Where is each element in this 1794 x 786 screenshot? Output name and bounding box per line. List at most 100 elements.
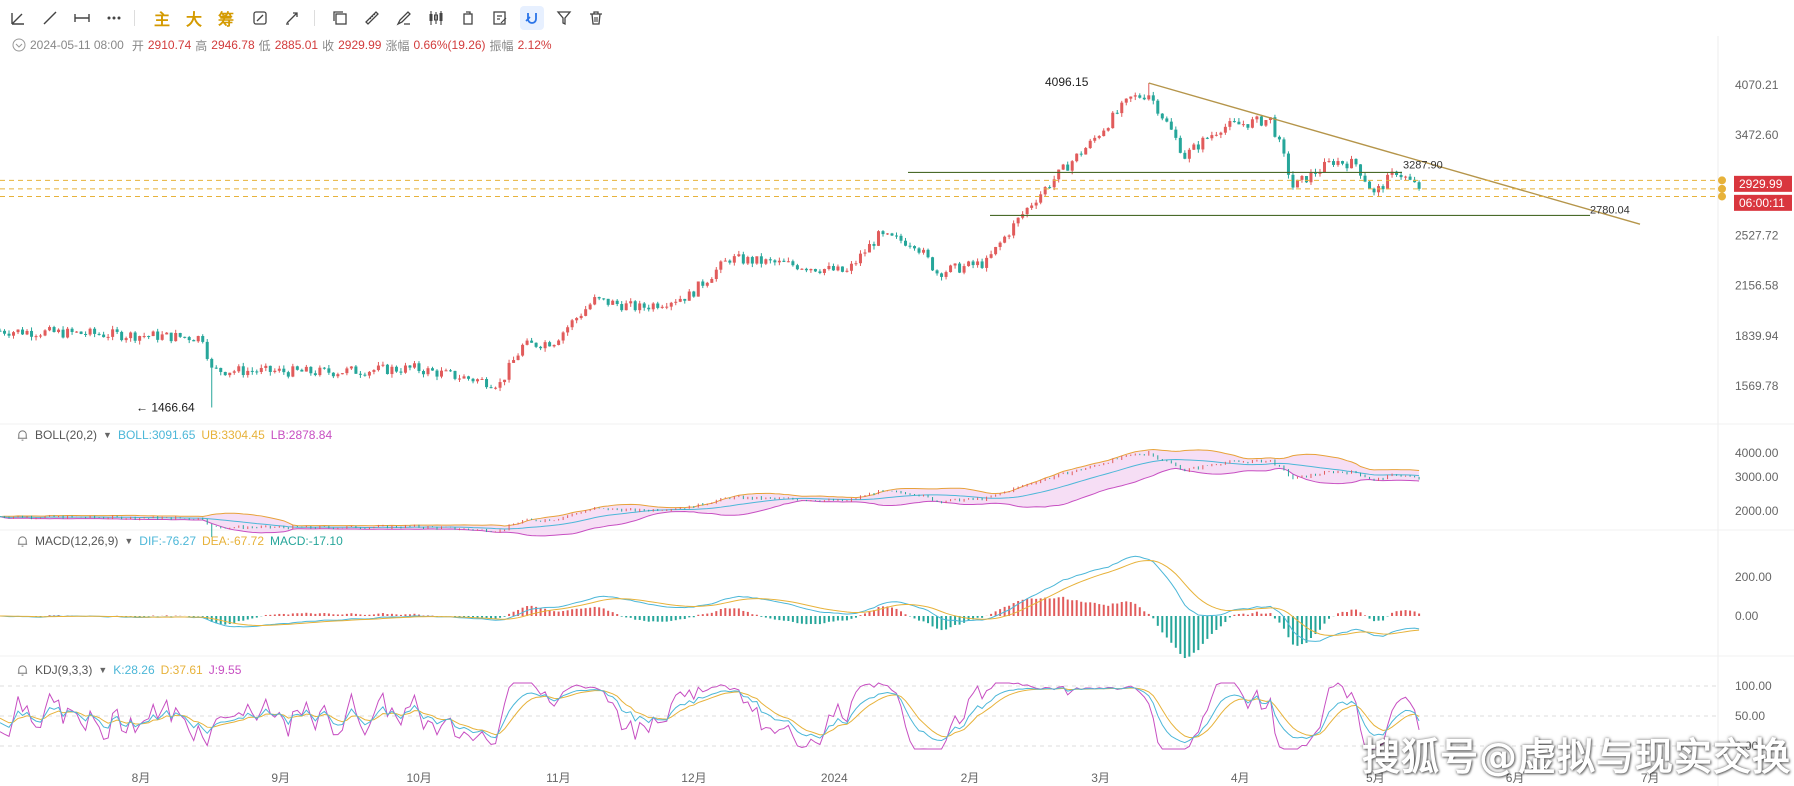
candle-body xyxy=(160,334,164,340)
alert-bell-icon[interactable] xyxy=(16,664,29,677)
candle-body xyxy=(129,332,133,339)
candle-body xyxy=(548,342,552,347)
price-tick-label: 1569.78 xyxy=(1735,379,1779,393)
edit-note-icon[interactable] xyxy=(488,6,512,30)
candle-body xyxy=(201,336,205,342)
candle-body xyxy=(1345,163,1349,169)
big-order-button[interactable]: 大 xyxy=(185,10,202,29)
candle-body xyxy=(264,365,268,368)
candle-body xyxy=(1030,205,1034,208)
main-chart-button[interactable]: 主 xyxy=(153,10,170,29)
candle-body xyxy=(949,265,953,273)
candle-body xyxy=(530,340,534,343)
line-tool-icon[interactable] xyxy=(38,6,62,30)
candle-body xyxy=(75,331,79,333)
candle-body xyxy=(831,265,835,271)
alert-bell-icon[interactable] xyxy=(16,429,29,442)
candle-body xyxy=(1228,121,1232,127)
magnet-icon[interactable] xyxy=(520,6,544,30)
ohlc-date: 2024-05-11 08:00 xyxy=(30,38,124,52)
more-tools-icon[interactable] xyxy=(102,6,126,30)
candle-body xyxy=(498,382,502,388)
candle-body xyxy=(417,363,421,372)
price-tag-box xyxy=(1734,175,1792,192)
candle-body xyxy=(147,336,151,338)
candle-body xyxy=(1327,161,1331,163)
candle-body xyxy=(1102,130,1106,137)
pen-icon[interactable] xyxy=(392,6,416,30)
delete-icon[interactable] xyxy=(584,6,608,30)
collapse-chevron-icon[interactable] xyxy=(12,38,26,52)
horizontal-ray-icon[interactable] xyxy=(70,6,94,30)
price-tick-label: 1839.94 xyxy=(1735,329,1779,343)
candle-body xyxy=(1093,137,1097,141)
candle-body xyxy=(908,245,912,247)
candle-body xyxy=(403,365,407,373)
trash-outline-icon[interactable] xyxy=(456,6,480,30)
candle-body xyxy=(926,249,930,258)
candle-body xyxy=(759,256,763,264)
high-annotation: 4096.15 xyxy=(1045,75,1089,89)
x-axis-tick-label: 7月 xyxy=(1641,771,1660,785)
filter-icon[interactable] xyxy=(552,6,576,30)
trend-line-angle-icon[interactable] xyxy=(6,6,30,30)
candle-body xyxy=(1196,144,1200,150)
candle-body xyxy=(458,378,462,380)
candle-body xyxy=(192,340,196,342)
candle-body xyxy=(48,327,52,331)
candle-body xyxy=(1115,112,1119,114)
candle-body xyxy=(467,376,471,379)
candle-body xyxy=(439,370,443,377)
price-line-handle xyxy=(1718,184,1726,193)
candle-body xyxy=(1169,121,1173,130)
price-tick-label: 2527.72 xyxy=(1735,228,1779,242)
candle-body xyxy=(237,366,241,372)
candle-body xyxy=(566,327,570,333)
candle-body xyxy=(142,336,146,338)
candle-body xyxy=(408,365,412,368)
candle-body xyxy=(1232,121,1236,123)
candle-body xyxy=(1309,172,1313,183)
kdj-name: KDJ(9,3,3) xyxy=(35,663,93,677)
copy-icon[interactable] xyxy=(328,6,352,30)
candle-body xyxy=(1048,187,1052,189)
kdj-d-value: D:37.61 xyxy=(160,663,203,677)
macd-dropdown-icon[interactable]: ▼ xyxy=(124,536,134,546)
candle-body xyxy=(156,331,160,340)
candle-body xyxy=(178,332,182,337)
candle-body xyxy=(1088,140,1092,149)
candlestick-icon[interactable] xyxy=(424,6,448,30)
candle-body xyxy=(61,329,65,338)
ruler-icon[interactable] xyxy=(360,6,384,30)
candle-body xyxy=(1417,182,1421,189)
candle-body xyxy=(345,368,349,374)
candle-body xyxy=(611,300,615,305)
candle-body xyxy=(1075,153,1079,162)
close-label: 收 xyxy=(322,38,335,53)
kdj-dropdown-icon[interactable]: ▼ xyxy=(98,665,108,675)
candle-body xyxy=(512,360,516,363)
candle-body xyxy=(385,364,389,375)
candle-body xyxy=(349,366,353,369)
candle-body xyxy=(84,333,88,335)
candle-body xyxy=(309,366,313,374)
alert-bell-icon[interactable] xyxy=(16,535,29,548)
candle-body xyxy=(430,368,434,371)
candle-body xyxy=(165,332,169,335)
indicator-edit-icon[interactable] xyxy=(248,6,272,30)
candle-body xyxy=(958,263,962,273)
macd-hist-value: MACD:-17.10 xyxy=(270,534,343,548)
candle-body xyxy=(1151,95,1155,101)
macd-dif-value: DIF:-76.27 xyxy=(139,534,196,548)
candle-body xyxy=(1034,202,1038,206)
open-value: 2910.74 xyxy=(147,38,192,52)
measure-icon[interactable] xyxy=(280,6,304,30)
chip-distribution-button[interactable]: 筹 xyxy=(217,10,234,29)
candle-body xyxy=(1368,181,1372,189)
candle-body xyxy=(750,257,754,264)
boll-dropdown-icon[interactable]: ▼ xyxy=(103,430,112,440)
macd-dea-value: DEA:-67.72 xyxy=(202,534,265,548)
kdj-k-value: K:28.26 xyxy=(113,663,155,677)
candle-body xyxy=(719,261,723,270)
